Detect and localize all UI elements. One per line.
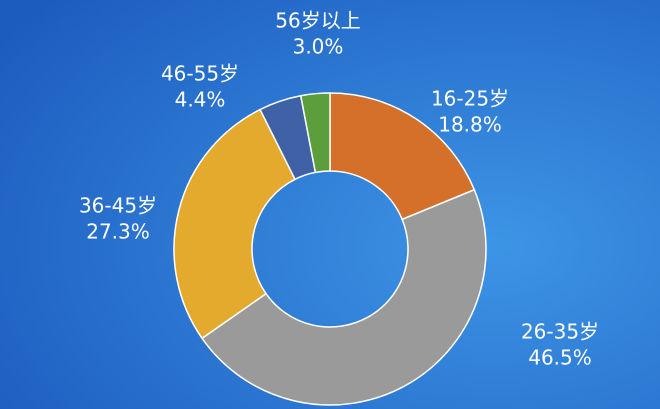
category-label: 56岁以上: [275, 9, 360, 33]
donut-segment: [173, 108, 297, 340]
category-label: 46-55岁: [161, 62, 239, 86]
value-label: 27.3%: [86, 220, 150, 244]
value-label: 3.0%: [293, 35, 344, 59]
donut-segment: [201, 188, 487, 406]
value-label: 4.4%: [175, 88, 226, 112]
value-label: 46.5%: [528, 346, 592, 370]
category-label: 16-25岁: [431, 87, 509, 111]
category-label: 36-45岁: [79, 194, 157, 218]
donut-segment: [299, 92, 331, 174]
category-label: 26-35岁: [521, 320, 599, 344]
donut-segment: [329, 92, 476, 221]
value-label: 18.8%: [438, 113, 502, 137]
